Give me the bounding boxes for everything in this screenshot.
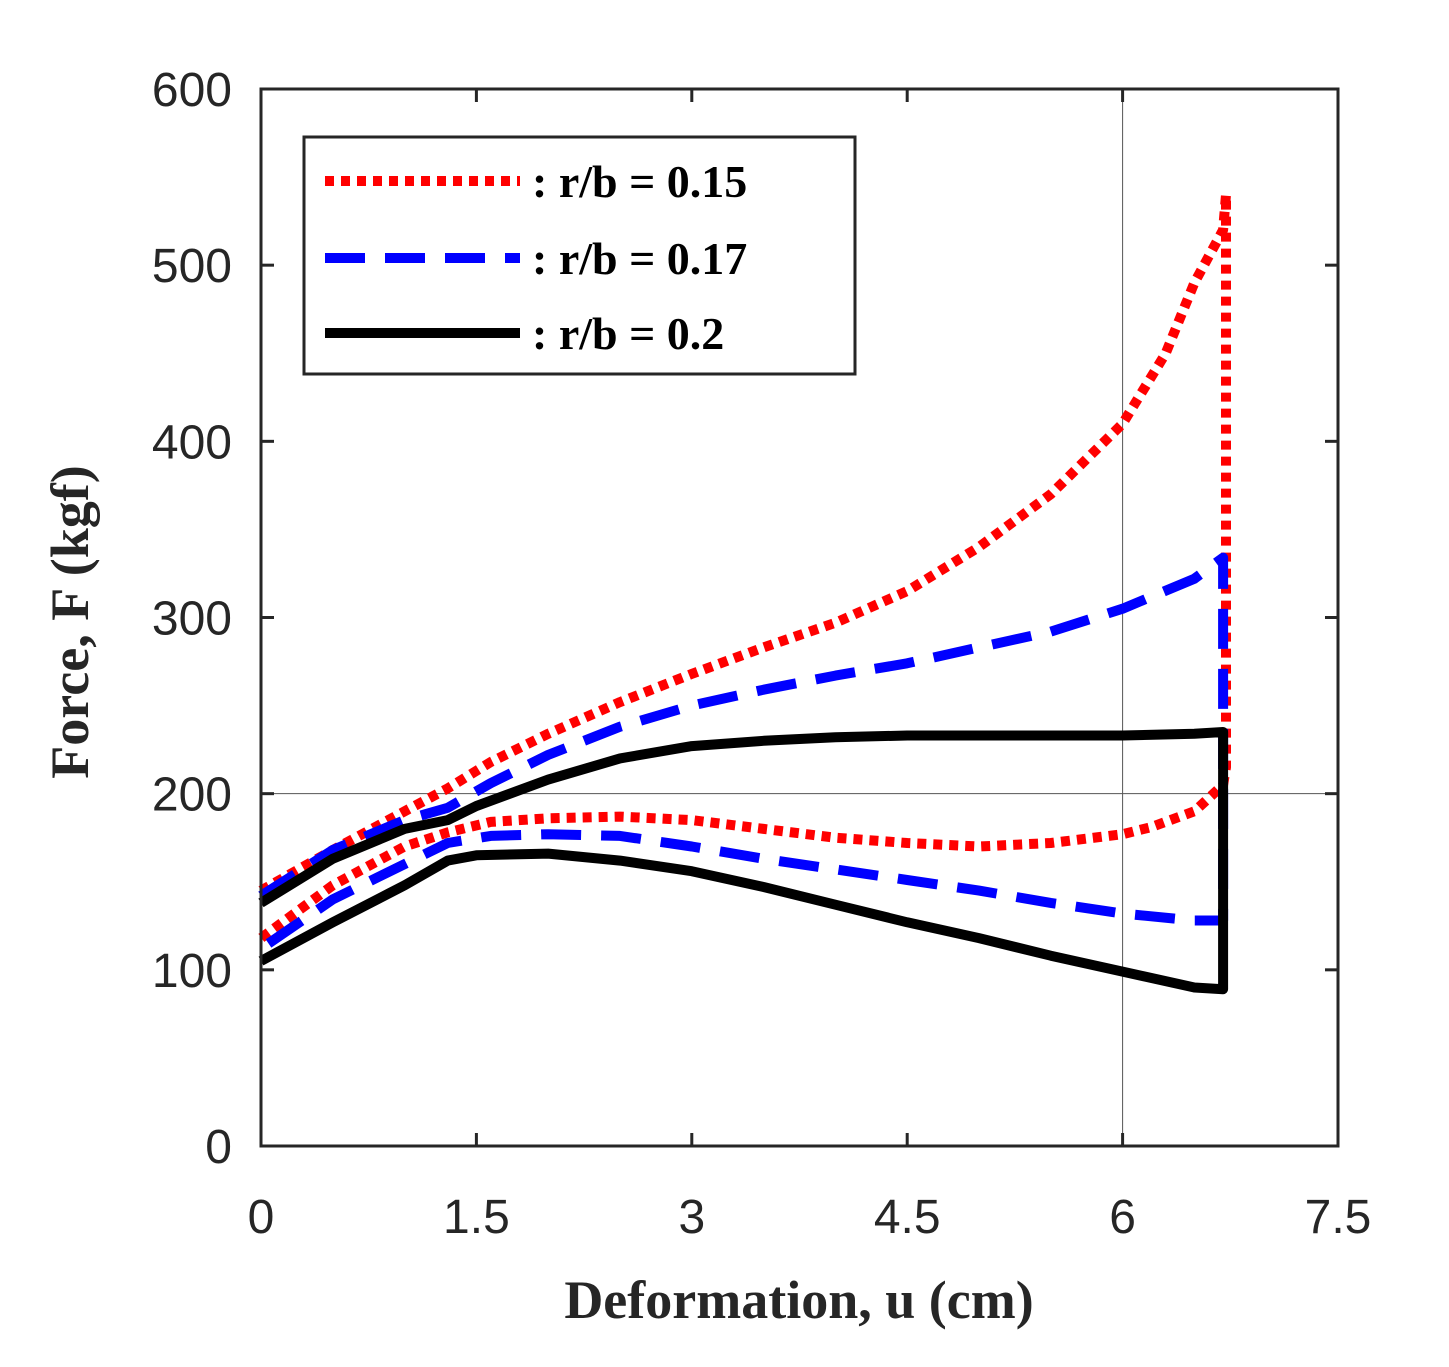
legend-label-1: : r/b = 0.15 xyxy=(532,156,747,207)
x-tick-label: 4.5 xyxy=(874,1191,941,1244)
y-tick-label: 0 xyxy=(205,1121,232,1174)
y-tick-label: 100 xyxy=(152,945,232,998)
y-tick-label: 400 xyxy=(152,416,232,469)
series-line-1 xyxy=(258,189,1231,943)
x-tick-label: 7.5 xyxy=(1305,1191,1372,1244)
legend: : r/b = 0.15 : r/b = 0.17 : r/b = 0.2 xyxy=(302,135,857,376)
x-tick-label: 3 xyxy=(678,1191,705,1244)
series-layer xyxy=(258,189,1231,995)
y-tick-label: 500 xyxy=(152,240,232,293)
y-tick-label: 300 xyxy=(152,593,232,646)
legend-label-3: : r/b = 0.2 xyxy=(532,308,724,359)
x-axis-title: Deformation, u (cm) xyxy=(564,1270,1033,1330)
y-axis-title: Force, F (kgf) xyxy=(40,465,100,778)
series-line-3 xyxy=(258,727,1229,995)
x-tick-label: 6 xyxy=(1109,1191,1136,1244)
y-tick-label: 200 xyxy=(152,769,232,822)
x-tick-label: 0 xyxy=(248,1191,275,1244)
legend-label-2: : r/b = 0.17 xyxy=(532,233,747,284)
x-tick-label: 1.5 xyxy=(443,1191,510,1244)
ticks-layer: 0 1.5 3 4.5 6 7.5 0 100 200 300 400 500 600 xyxy=(152,64,1371,1244)
y-tick-label: 600 xyxy=(152,64,232,117)
